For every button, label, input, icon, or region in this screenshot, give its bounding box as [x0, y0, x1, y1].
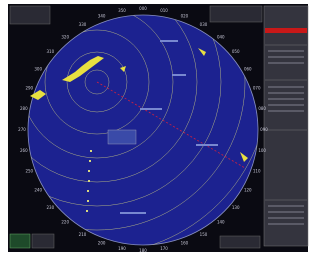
- bearing-label: 160: [181, 241, 189, 246]
- bearing-label: 030: [200, 22, 208, 27]
- bearing-label: 290: [25, 86, 33, 91]
- info-box: [10, 6, 50, 24]
- bearing-label: 150: [200, 232, 208, 237]
- bearing-label: 190: [118, 246, 126, 251]
- bearing-label: 100: [258, 148, 266, 153]
- bearing-label: 090: [260, 127, 268, 132]
- bearing-label: 210: [79, 232, 87, 237]
- bearing-label: 340: [98, 13, 106, 18]
- status-box: [220, 236, 260, 248]
- bearing-label: 260: [20, 148, 28, 153]
- bearing-label: 240: [34, 188, 42, 193]
- bearing-label: 230: [46, 205, 54, 210]
- status-box: [32, 234, 54, 248]
- bearing-label: 300: [34, 67, 42, 72]
- bearing-label: 040: [217, 34, 225, 39]
- bearing-label: 050: [232, 49, 240, 54]
- bearing-label: 350: [118, 8, 126, 13]
- bearing-label: 310: [46, 49, 54, 54]
- bearing-label: 080: [258, 106, 266, 111]
- bearing-label: 220: [61, 220, 69, 225]
- bearing-label: 180: [139, 248, 147, 253]
- bearing-label: 330: [79, 22, 87, 27]
- target-info: [108, 130, 136, 144]
- bearing-label: 010: [160, 8, 168, 13]
- bearing-label: 250: [25, 168, 33, 173]
- bearing-label: 170: [160, 246, 168, 251]
- bearing-label: 140: [217, 220, 225, 225]
- bearing-label: 130: [232, 205, 240, 210]
- bearing-label: 000: [139, 6, 147, 11]
- bearing-label: 280: [20, 106, 28, 111]
- alarm-bar: [265, 28, 307, 33]
- bearing-label: 070: [253, 86, 261, 91]
- side-panel: [264, 6, 308, 246]
- bearing-label: 200: [98, 241, 106, 246]
- bearing-label: 270: [18, 127, 26, 132]
- info-box: [210, 6, 262, 22]
- status-box: [10, 234, 30, 248]
- bearing-label: 060: [244, 67, 252, 72]
- bearing-label: 110: [253, 168, 261, 173]
- bearing-label: 320: [61, 34, 69, 39]
- radar-scope: [28, 15, 258, 245]
- bearing-label: 120: [244, 188, 252, 193]
- radar-screen: 000 010 020 030 040 050 060 070 080 090 100 110 120 1…: [0, 0, 312, 255]
- bearing-label: 020: [181, 13, 189, 18]
